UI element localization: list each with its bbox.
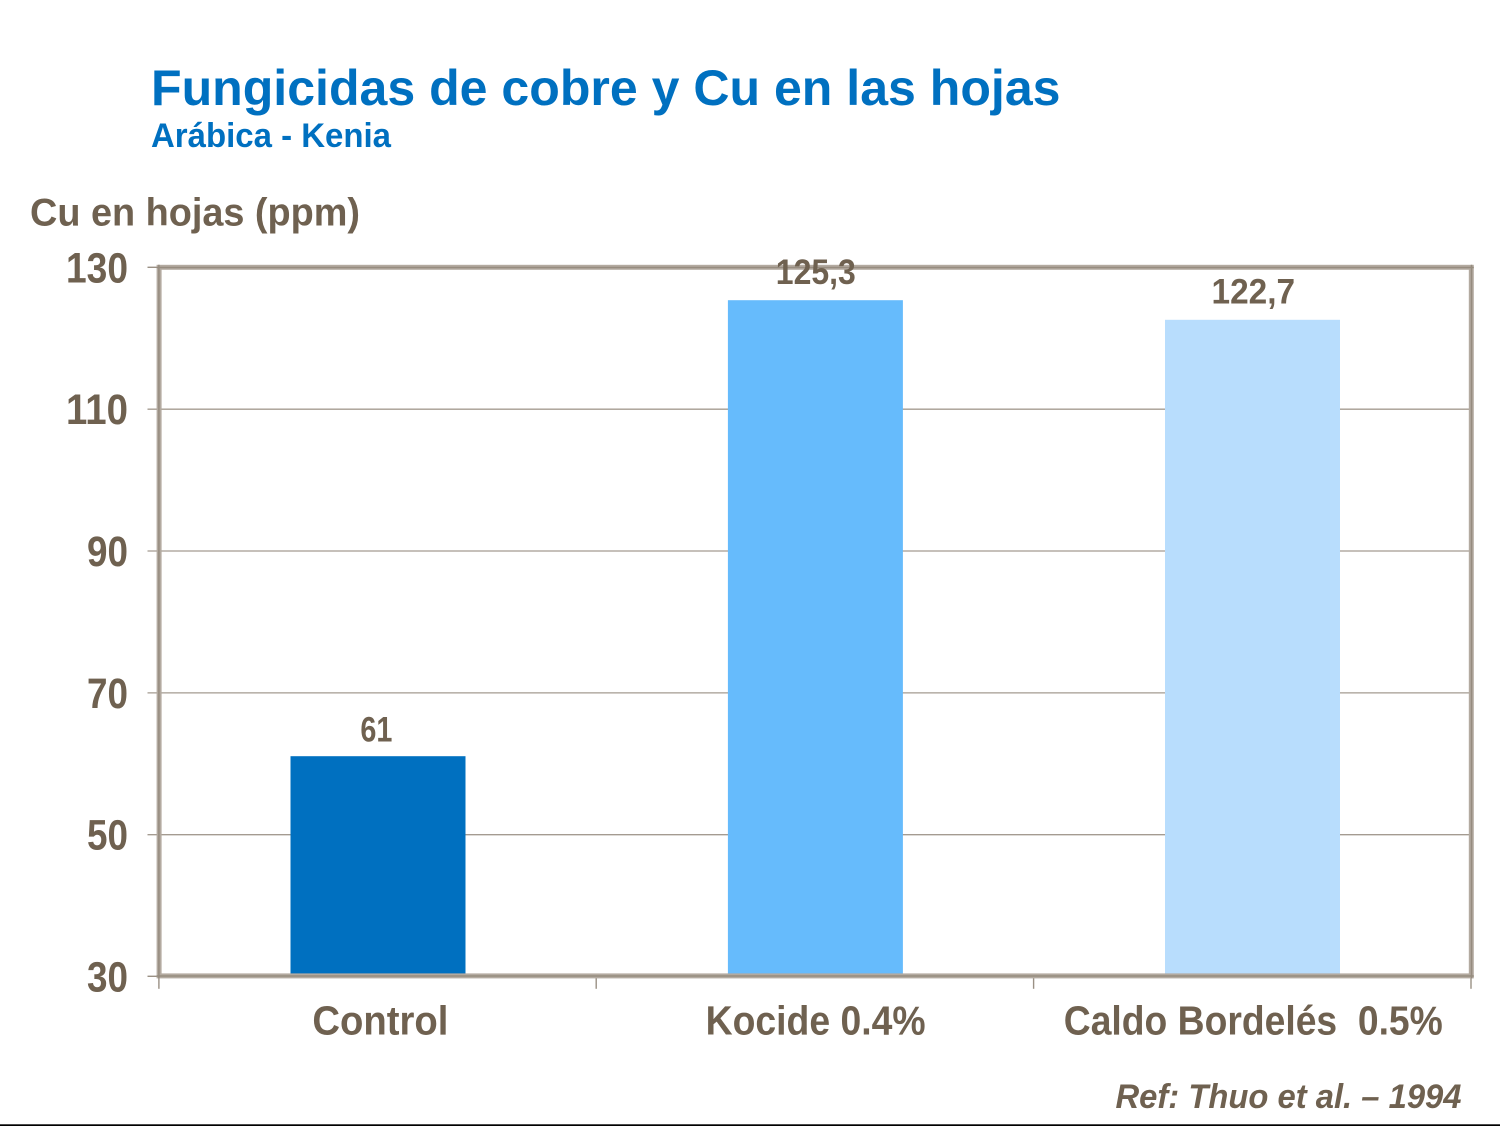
svg-text:122,7: 122,7 [1212, 272, 1296, 311]
svg-text:Control: Control [312, 997, 448, 1043]
svg-text:30: 30 [87, 954, 128, 1001]
svg-text:Arábica - Kenia: Arábica - Kenia [151, 117, 392, 155]
svg-text:90: 90 [87, 528, 128, 575]
svg-text:130: 130 [66, 244, 128, 291]
svg-text:110: 110 [66, 386, 128, 433]
svg-text:70: 70 [87, 670, 128, 717]
svg-text:Caldo Bordelés 0.5%: Caldo Bordelés 0.5% [1064, 997, 1443, 1043]
svg-text:Ref: Thuo et al. – 1994: Ref: Thuo et al. – 1994 [1116, 1078, 1462, 1116]
svg-text:Kocide 0.4%: Kocide 0.4% [706, 997, 926, 1043]
svg-text:Fungicidas de cobre y Cu en la: Fungicidas de cobre y Cu en las hojas [151, 59, 1061, 116]
svg-text:61: 61 [360, 711, 392, 750]
svg-text:Cu en hojas (ppm): Cu en hojas (ppm) [30, 192, 360, 235]
svg-text:50: 50 [87, 812, 128, 859]
svg-text:125,3: 125,3 [776, 253, 856, 292]
